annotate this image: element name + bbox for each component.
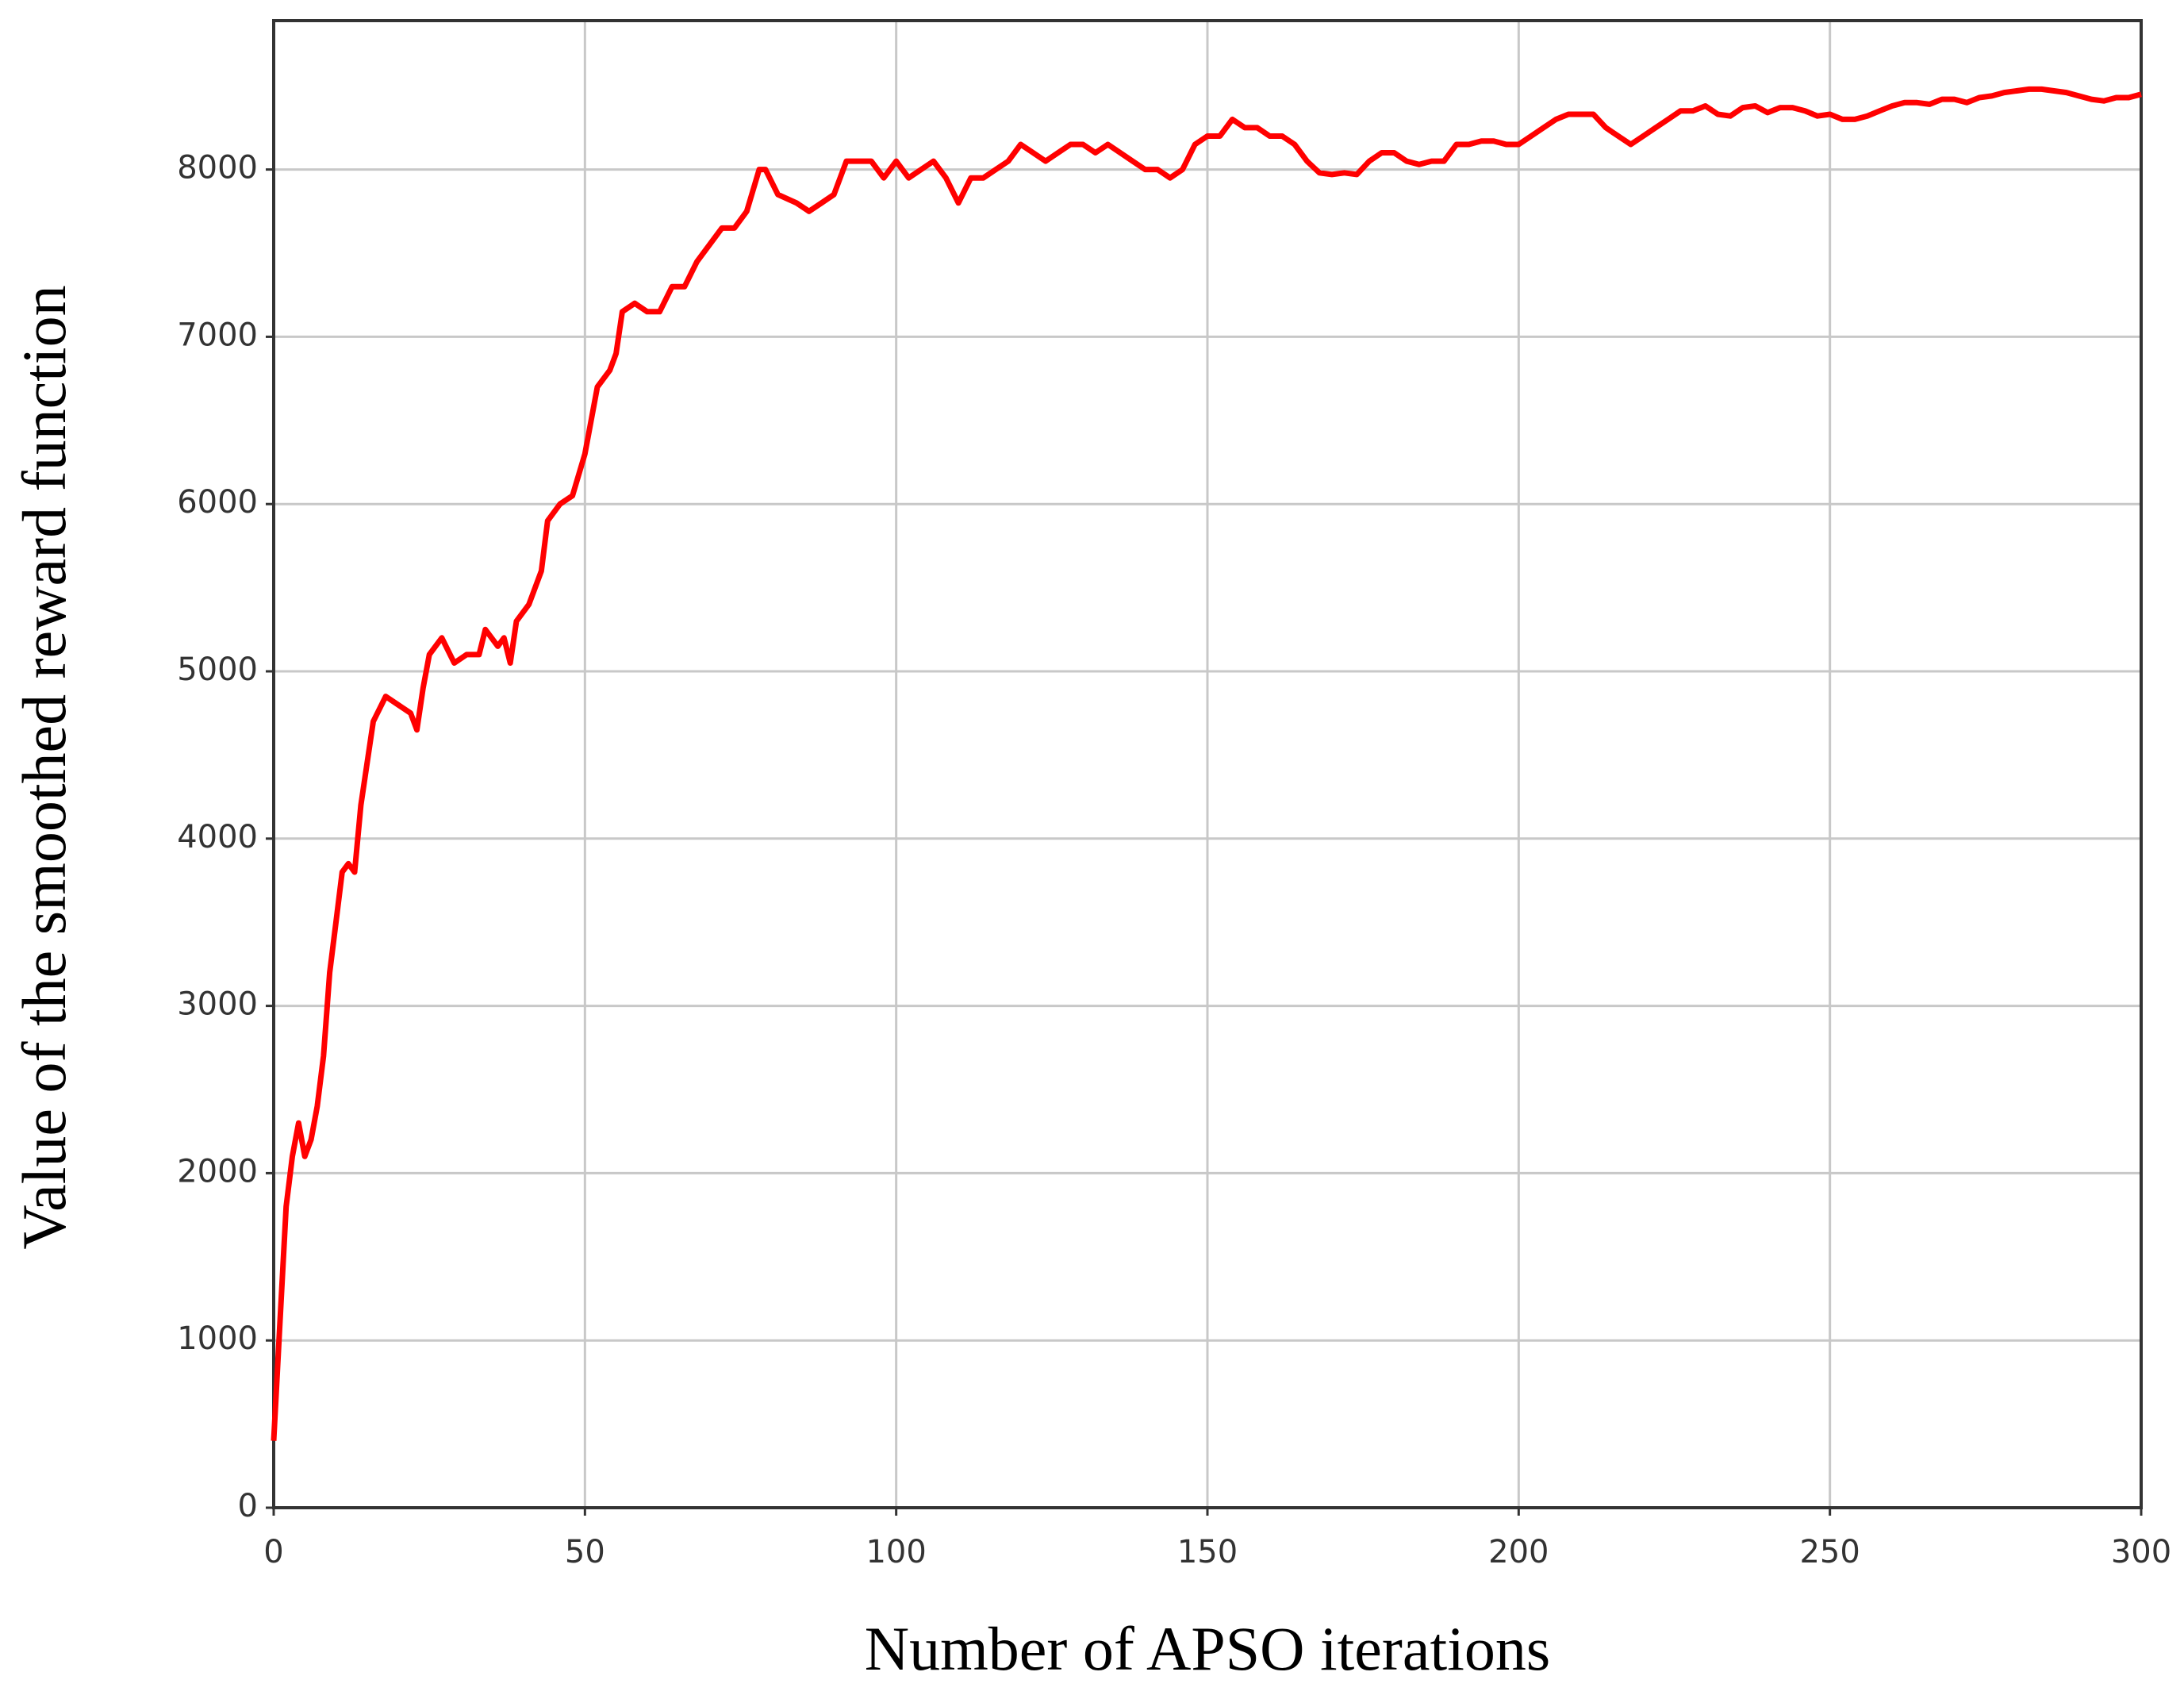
plot-frame xyxy=(272,19,2143,1509)
x-tick-label: 200 xyxy=(1488,1534,1549,1570)
data-line xyxy=(271,86,2142,1441)
x-axis-label: Number of APSO iterations xyxy=(865,1614,1550,1683)
y-tick-label: 4000 xyxy=(177,819,258,855)
x-tick-label: 300 xyxy=(2111,1534,2171,1570)
y-tick-label: 1000 xyxy=(177,1320,258,1357)
y-tick-label: 6000 xyxy=(177,484,258,521)
x-tick-label: 50 xyxy=(565,1534,605,1570)
x-tick-label: 150 xyxy=(1177,1534,1238,1570)
x-tick-label: 100 xyxy=(866,1534,926,1570)
y-axis-label: Value of the smoothed reward function xyxy=(10,285,79,1249)
y-tick-label: 2000 xyxy=(177,1153,258,1190)
x-tick-label: 250 xyxy=(1799,1534,1860,1570)
x-tick-label: 0 xyxy=(263,1534,283,1570)
y-tick-label: 5000 xyxy=(177,651,258,688)
y-tick-label: 0 xyxy=(238,1488,258,1524)
y-tick-label: 3000 xyxy=(177,986,258,1023)
y-tick-label: 7000 xyxy=(177,317,258,353)
y-tick-label: 8000 xyxy=(177,150,258,186)
